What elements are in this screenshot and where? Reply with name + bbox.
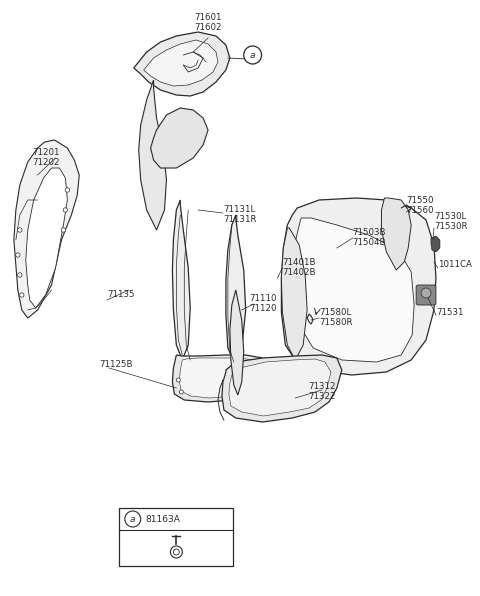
Polygon shape (151, 108, 208, 168)
Circle shape (125, 511, 141, 527)
Text: 71503B
71504B: 71503B 71504B (353, 228, 386, 247)
Polygon shape (144, 40, 218, 86)
Circle shape (61, 228, 66, 232)
Circle shape (63, 208, 68, 212)
Circle shape (20, 293, 24, 297)
Polygon shape (281, 198, 436, 375)
Text: a: a (130, 514, 135, 523)
Polygon shape (172, 355, 269, 402)
Circle shape (170, 546, 182, 558)
Circle shape (421, 288, 431, 298)
Circle shape (244, 46, 262, 64)
Polygon shape (26, 168, 67, 308)
Circle shape (176, 378, 180, 382)
Polygon shape (281, 228, 307, 360)
Text: 71110
71120: 71110 71120 (250, 294, 277, 313)
Text: 71530L
71530R: 71530L 71530R (434, 212, 468, 231)
Polygon shape (139, 80, 167, 230)
Polygon shape (172, 200, 190, 360)
Circle shape (18, 228, 22, 232)
Text: 71131L
71131R: 71131L 71131R (223, 205, 256, 225)
Polygon shape (431, 236, 440, 252)
Text: 71531: 71531 (436, 308, 464, 317)
Polygon shape (230, 290, 244, 395)
Polygon shape (134, 32, 230, 96)
FancyBboxPatch shape (416, 285, 436, 305)
Polygon shape (119, 508, 233, 566)
Text: 71601
71602: 71601 71602 (194, 13, 222, 32)
Text: a: a (250, 51, 255, 60)
Polygon shape (382, 198, 411, 270)
Text: 1011CA: 1011CA (438, 260, 472, 269)
Circle shape (173, 549, 180, 555)
Text: 71580L
71580R: 71580L 71580R (319, 308, 352, 327)
Circle shape (18, 273, 22, 277)
Polygon shape (226, 215, 246, 362)
Text: 71312
71322: 71312 71322 (308, 382, 336, 401)
Text: 71201
71202: 71201 71202 (32, 148, 60, 167)
Polygon shape (222, 355, 342, 422)
Polygon shape (229, 359, 331, 416)
Circle shape (180, 390, 183, 394)
Polygon shape (293, 218, 414, 362)
Circle shape (16, 253, 20, 257)
Text: 71135: 71135 (107, 290, 134, 299)
Text: 71550
71560: 71550 71560 (406, 196, 434, 215)
Text: 81163A: 81163A (145, 514, 180, 523)
Text: 71125B: 71125B (99, 360, 132, 369)
Circle shape (65, 188, 70, 192)
Polygon shape (14, 140, 79, 318)
Text: 71401B
71402B: 71401B 71402B (282, 258, 316, 277)
Polygon shape (180, 358, 262, 398)
